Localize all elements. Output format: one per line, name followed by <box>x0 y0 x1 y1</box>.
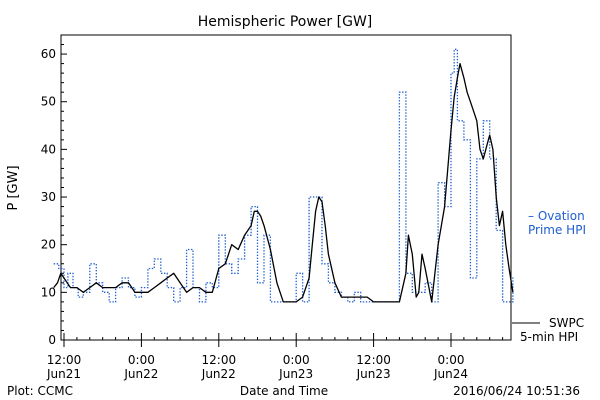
footer-timestamp: 2016/06/24 10:51:36 <box>453 384 580 398</box>
series-ovation-prime-line <box>53 48 515 303</box>
x-tick-label-time: 0:00 <box>438 353 465 367</box>
x-tick-label-time: 12:00 <box>202 353 237 367</box>
y-axis-label: P [GW] <box>6 165 21 210</box>
y-tick-label: 30 <box>41 190 56 204</box>
x-tick-label-date: Jun22 <box>123 367 158 381</box>
y-tick-label: 60 <box>41 47 56 61</box>
x-tick-label-date: Jun22 <box>201 367 236 381</box>
x-tick-label-time: 0:00 <box>128 353 155 367</box>
y-tick-label: 40 <box>41 142 56 156</box>
legend-swpc-line1: SWPC <box>549 316 584 330</box>
legend-ovation-line2: Prime HPI <box>528 223 586 237</box>
chart-title: Hemispheric Power [GW] <box>198 14 373 30</box>
series-layer <box>53 48 515 303</box>
plot-frame <box>60 34 512 341</box>
legend-swpc: SWPC 5-min HPI <box>512 316 584 344</box>
y-tick-label: 10 <box>41 285 56 299</box>
x-tick-label-time: 12:00 <box>47 353 82 367</box>
x-axis-label: Date and Time <box>240 384 328 398</box>
legend-ovation-prime: – Ovation Prime HPI <box>528 209 586 237</box>
y-tick-label: 0 <box>48 333 56 347</box>
y-tick-label: 20 <box>41 238 56 252</box>
x-tick-label-time: 12:00 <box>356 353 391 367</box>
series-swpc-line <box>53 62 514 303</box>
legend-swpc-line2: 5-min HPI <box>520 330 578 344</box>
y-tick-label: 50 <box>41 95 56 109</box>
footer-plot-credit: Plot: CCMC <box>7 384 73 398</box>
x-tick-label-date: Jun24 <box>433 367 468 381</box>
x-tick-label-date: Jun23 <box>356 367 391 381</box>
x-tick-label-time: 0:00 <box>283 353 310 367</box>
x-tick-label-date: Jun23 <box>278 367 313 381</box>
legend-ovation-line1: – Ovation <box>528 209 585 223</box>
x-tick-label-date: Jun21 <box>46 367 81 381</box>
x-axis-ticks: 12:00Jun210:00Jun2212:00Jun220:00Jun2312… <box>46 333 504 381</box>
y-axis-ticks: 0 10 20 30 40 50 60 <box>41 44 67 347</box>
